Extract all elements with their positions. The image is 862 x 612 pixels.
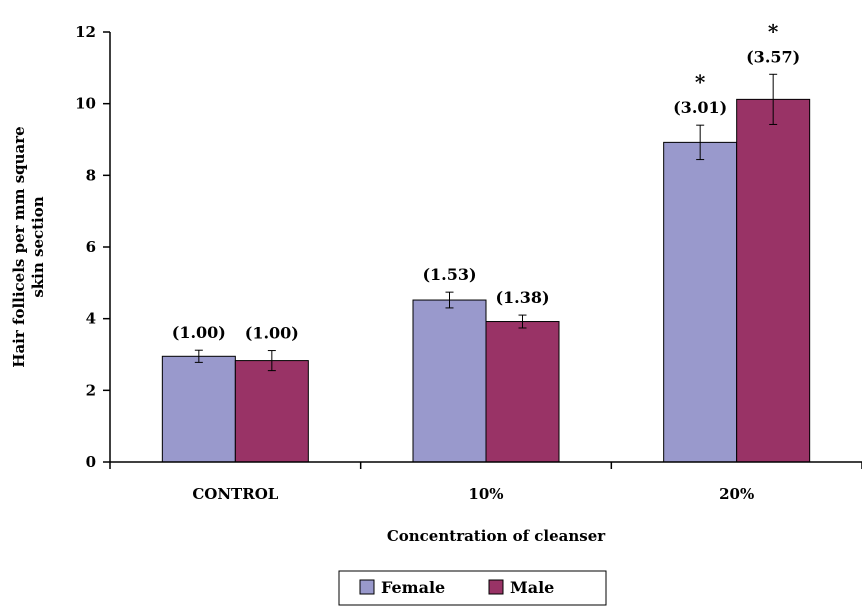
x-tick-label: 10% (468, 485, 503, 503)
legend: Female Male (338, 570, 607, 606)
significance-marker: * (695, 70, 706, 94)
bar-male-0 (234, 360, 309, 463)
x-tick-label: CONTROL (192, 485, 278, 503)
legend-label-female: Female (381, 578, 445, 597)
data-label: (1.00) (245, 324, 299, 343)
data-label: (3.01) (673, 98, 727, 117)
data-label: (1.38) (495, 288, 549, 307)
bars-layer (161, 98, 811, 463)
y-axis-title: Hair follicels per mm squareskin section (10, 126, 47, 367)
legend-box (338, 570, 607, 606)
bar-female-1 (412, 299, 487, 463)
data-labels-layer: (1.00) (1.53) (3.01) * (1.00) (1.38) (3.57) * (172, 19, 800, 342)
bar-female-0 (161, 355, 236, 463)
x-axis-title: Concentration of cleanser (387, 527, 606, 545)
y-ticks-layer: 0 2 4 6 8 10 12 (75, 23, 110, 471)
bar-male-2 (736, 98, 811, 463)
significance-marker: * (768, 19, 779, 43)
x-tick-label: 20% (719, 485, 754, 503)
data-label: (3.57) (746, 47, 800, 66)
x-ticks-layer: CONTROL 10% 20% (109, 462, 862, 503)
data-label: (1.00) (172, 323, 226, 342)
y-axis-title-line: Hair follicels per mm square (10, 126, 28, 367)
y-axis-title-line: skin section (29, 196, 47, 297)
y-tick-label: 4 (86, 310, 96, 328)
y-tick-label: 0 (86, 453, 96, 471)
bar-male-1 (485, 321, 560, 463)
y-tick-label: 6 (86, 238, 96, 256)
data-label: (1.53) (422, 265, 476, 284)
y-tick-label: 2 (86, 381, 96, 399)
error-bars-layer (194, 73, 778, 372)
y-tick-label: 8 (86, 166, 96, 184)
legend-label-male: Male (510, 578, 554, 597)
legend-swatch-male (488, 579, 504, 595)
y-tick-label: 12 (75, 23, 96, 41)
y-tick-label: 10 (75, 95, 96, 113)
bar-female-2 (663, 141, 738, 463)
legend-swatch-female (359, 579, 375, 595)
